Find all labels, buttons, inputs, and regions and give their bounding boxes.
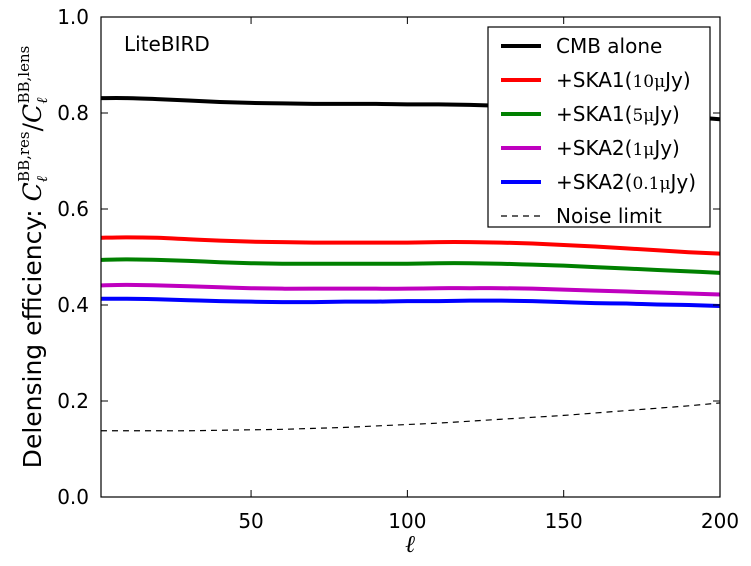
y-tick-label: 0.0 — [57, 485, 89, 509]
series-line-4 — [101, 296, 720, 308]
legend-entry-0: CMB alone — [501, 34, 662, 58]
legend-entry-1: +SKA1(10μJy) — [501, 68, 691, 92]
y-axis-label-prefix: Delensing efficiency: — [18, 201, 47, 468]
legend-entry-2: +SKA1(5μJy) — [501, 102, 680, 126]
svg-text:Delensing efficiency: CℓBB,res: Delensing efficiency: CℓBB,res/CℓBB,lens — [15, 46, 51, 469]
y-axis-label: Delensing efficiency: CℓBB,res/CℓBB,lens — [15, 46, 51, 469]
series-line-2 — [101, 257, 720, 275]
x-tick-label: 100 — [388, 509, 426, 533]
legend-entry-3: +SKA2(1μJy) — [501, 136, 680, 160]
legend-entry-4: +SKA2(0.1μJy) — [501, 170, 696, 194]
annotation-litebird: LiteBIRD — [124, 32, 210, 56]
y-axis-label-slash: / — [18, 122, 47, 131]
y-tick-label: 0.2 — [57, 389, 89, 413]
legend-label-3: +SKA2(1μJy) — [556, 136, 680, 160]
tick-layer: 50 100 150 200 0.0 0.2 0.4 0.6 0.8 1.0 — [57, 5, 739, 533]
series-line-3 — [101, 282, 720, 297]
series-line-5 — [101, 402, 720, 432]
legend-label-4: +SKA2(0.1μJy) — [556, 170, 696, 194]
y-axis-label-sup-res: BB,res — [15, 131, 33, 182]
legend-label-0: CMB alone — [556, 34, 662, 58]
y-axis-label-sup-lens: BB,lens — [15, 46, 33, 104]
legend-entry-5: Noise limit — [501, 204, 662, 228]
legend-box — [487, 26, 711, 228]
y-tick-label: 0.8 — [57, 101, 89, 125]
y-axis-label-sub2: ℓ — [33, 98, 51, 104]
legend-label-2: +SKA1(5μJy) — [556, 102, 680, 126]
y-tick-label: 1.0 — [57, 5, 89, 29]
y-axis-label-c2: C — [18, 104, 47, 123]
y-tick-label: 0.4 — [57, 293, 89, 317]
plot-frame — [100, 16, 721, 498]
legend-label-5: Noise limit — [556, 204, 662, 228]
y-axis-label-sub1: ℓ — [33, 176, 51, 182]
legend-label-1: +SKA1(10μJy) — [556, 68, 691, 92]
x-tick-label: 200 — [701, 509, 739, 533]
y-tick-label: 0.6 — [57, 197, 89, 221]
legend: CMB alone +SKA1(10μJy) +SKA1(5μJy) +SKA2(1μ… — [487, 26, 711, 228]
series-line-1 — [101, 235, 720, 256]
x-axis-label: ℓ — [405, 530, 415, 558]
y-axis-label-c1: C — [18, 182, 47, 201]
x-tick-label: 150 — [545, 509, 583, 533]
x-tick-label: 50 — [238, 509, 263, 533]
